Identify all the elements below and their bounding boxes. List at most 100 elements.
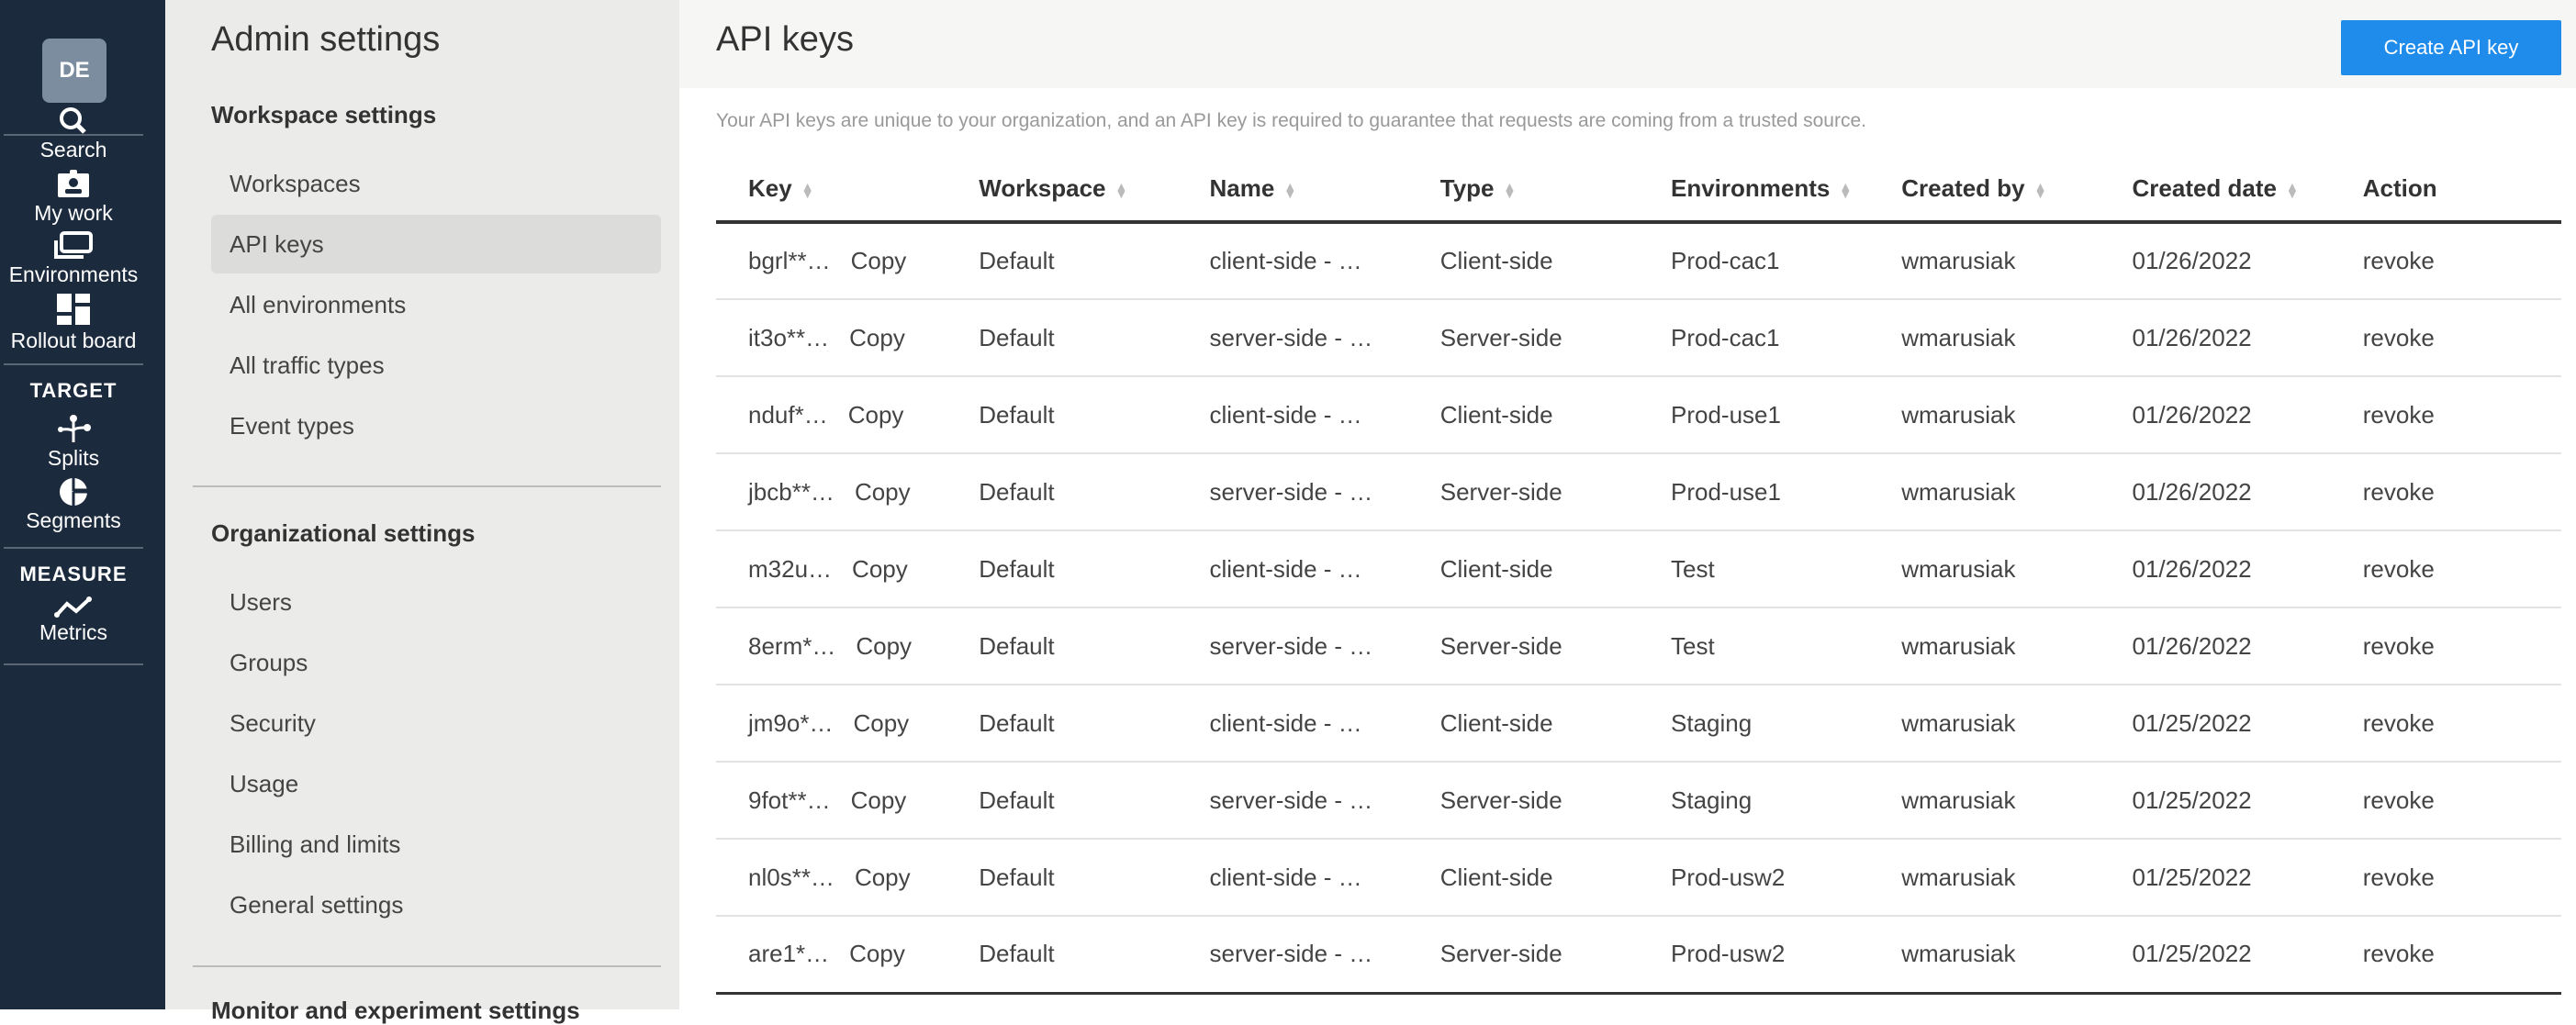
cell-value: Default [979, 863, 1055, 891]
column-header-type[interactable]: Type ▲ ▼ [1407, 156, 1639, 224]
cell-key: jbcb**… Copy [716, 453, 947, 531]
revoke-link[interactable]: revoke [2362, 940, 2435, 968]
menu-item-event-types[interactable]: Event types [230, 412, 354, 440]
nav-rollout-board[interactable]: Rollout board [0, 294, 147, 353]
copy-key-button[interactable]: Copy [852, 554, 908, 583]
menu-item-users[interactable]: Users [230, 588, 292, 616]
copy-key-button[interactable]: Copy [849, 940, 905, 968]
cell-value: Prod-cac1 [1671, 323, 1780, 351]
cell-value: Client-side [1439, 554, 1553, 583]
cell-value: Server-side [1439, 477, 1562, 506]
avatar[interactable]: DE [42, 39, 106, 103]
column-label: Key [748, 173, 792, 202]
sort-icon[interactable]: ▲ ▼ [1114, 178, 1128, 201]
cell-value: Client-side [1439, 863, 1553, 891]
cell-value: 01/26/2022 [2132, 247, 2252, 274]
copy-key-button[interactable]: Copy [849, 323, 905, 351]
sort-icon[interactable]: ▲ ▼ [1839, 178, 1853, 201]
column-header-name[interactable]: Name ▲ ▼ [1177, 156, 1408, 224]
sort-icon[interactable]: ▲ ▼ [2286, 178, 2299, 201]
cell-by: wmarusiak [1869, 376, 2100, 454]
cell-workspace: Default [946, 376, 1178, 454]
cell-workspace: Default [946, 916, 1178, 995]
menu-item-usage[interactable]: Usage [230, 770, 299, 797]
menu-item-all-traffic-types[interactable]: All traffic types [230, 351, 385, 379]
revoke-link[interactable]: revoke [2362, 708, 2435, 737]
badge-icon [58, 170, 89, 197]
revoke-link[interactable]: revoke [2362, 863, 2435, 891]
revoke-link[interactable]: revoke [2362, 247, 2435, 274]
revoke-link[interactable]: revoke [2362, 554, 2435, 583]
column-header-key[interactable]: Key ▲ ▼ [716, 156, 947, 224]
cell-value: Prod-usw2 [1671, 863, 1786, 891]
column-header-created-date[interactable]: Created date ▲ ▼ [2100, 156, 2331, 224]
sort-icon[interactable]: ▲ ▼ [801, 178, 814, 201]
sort-icon[interactable]: ▲ ▼ [2033, 178, 2047, 201]
cell-value: Default [979, 708, 1055, 737]
cell-type: Server-side [1407, 916, 1639, 995]
nav-search[interactable]: Search [0, 106, 147, 162]
cell-value: server-side - … [1209, 631, 1373, 660]
cell-value: client-side - … [1209, 247, 1362, 274]
menu-item-billing-and-limits[interactable]: Billing and limits [230, 830, 401, 858]
cell-action: revoke [2330, 222, 2561, 300]
revoke-link[interactable]: revoke [2362, 477, 2435, 506]
segments-icon [60, 478, 87, 506]
sort-icon[interactable]: ▲ ▼ [1283, 178, 1297, 201]
cell-value: Default [979, 247, 1055, 274]
menu-item-groups[interactable]: Groups [230, 649, 308, 676]
divider [4, 663, 143, 665]
menu-item-all-environments[interactable]: All environments [230, 291, 407, 318]
menu-item-workspaces[interactable]: Workspaces [230, 170, 361, 197]
copy-key-button[interactable]: Copy [854, 863, 911, 891]
cell-name: server-side - … [1177, 453, 1408, 531]
cell-value: m32u… [748, 554, 833, 583]
nav-segments[interactable]: Segments [0, 477, 147, 533]
cell-env: Prod-use1 [1639, 376, 1870, 454]
create-api-key-button[interactable]: Create API key [2341, 20, 2561, 75]
column-header-workspace[interactable]: Workspace ▲ ▼ [946, 156, 1178, 224]
divider [193, 965, 661, 967]
column-label: Action [2362, 173, 2437, 202]
cell-value: Server-side [1439, 940, 1562, 968]
cell-name: server-side - … [1177, 916, 1408, 995]
nav-splits[interactable]: Splits [0, 415, 147, 471]
page-header: API keys Create API key [679, 0, 2576, 88]
cell-type: Server-side [1407, 453, 1639, 531]
copy-key-button[interactable]: Copy [850, 247, 907, 274]
nav-metrics[interactable]: Metrics [0, 595, 147, 645]
cell-value: Client-side [1439, 247, 1553, 274]
copy-key-button[interactable]: Copy [853, 708, 910, 737]
cell-workspace: Default [946, 839, 1178, 917]
page-title: API keys [716, 20, 854, 59]
revoke-link[interactable]: revoke [2362, 631, 2435, 660]
nav-environments[interactable]: Environments [0, 231, 147, 287]
column-label: Workspace [979, 173, 1106, 202]
copy-key-button[interactable]: Copy [854, 477, 911, 506]
cell-workspace: Default [946, 530, 1178, 608]
section-target: TARGET [29, 379, 118, 402]
copy-key-button[interactable]: Copy [856, 631, 913, 660]
cell-value: wmarusiak [1901, 631, 2016, 660]
cell-date: 01/25/2022 [2100, 916, 2331, 995]
revoke-link[interactable]: revoke [2362, 400, 2435, 429]
cell-value: 01/26/2022 [2132, 400, 2252, 429]
copy-key-button[interactable]: Copy [850, 785, 907, 814]
revoke-link[interactable]: revoke [2362, 323, 2435, 351]
column-header-created-by[interactable]: Created by ▲ ▼ [1869, 156, 2100, 224]
nav-my-work[interactable]: My work [0, 170, 147, 226]
api-keys-table: Key ▲ ▼ Workspace ▲ ▼ Name ▲ ▼ Type ▲ ▼ Environments… [716, 156, 2561, 995]
column-header-environments[interactable]: Environments ▲ ▼ [1639, 156, 1870, 224]
copy-key-button[interactable]: Copy [847, 400, 904, 429]
cell-action: revoke [2330, 607, 2561, 685]
cell-action: revoke [2330, 376, 2561, 454]
cell-by: wmarusiak [1869, 685, 2100, 763]
cell-name: server-side - … [1177, 607, 1408, 685]
menu-item-api-keys[interactable]: API keys [211, 215, 661, 273]
menu-item-security[interactable]: Security [230, 709, 316, 737]
revoke-link[interactable]: revoke [2362, 785, 2435, 814]
sort-icon[interactable]: ▲ ▼ [1503, 178, 1517, 201]
cell-name: client-side - … [1177, 839, 1408, 917]
cell-env: Prod-use1 [1639, 453, 1870, 531]
menu-item-general-settings[interactable]: General settings [230, 891, 404, 919]
